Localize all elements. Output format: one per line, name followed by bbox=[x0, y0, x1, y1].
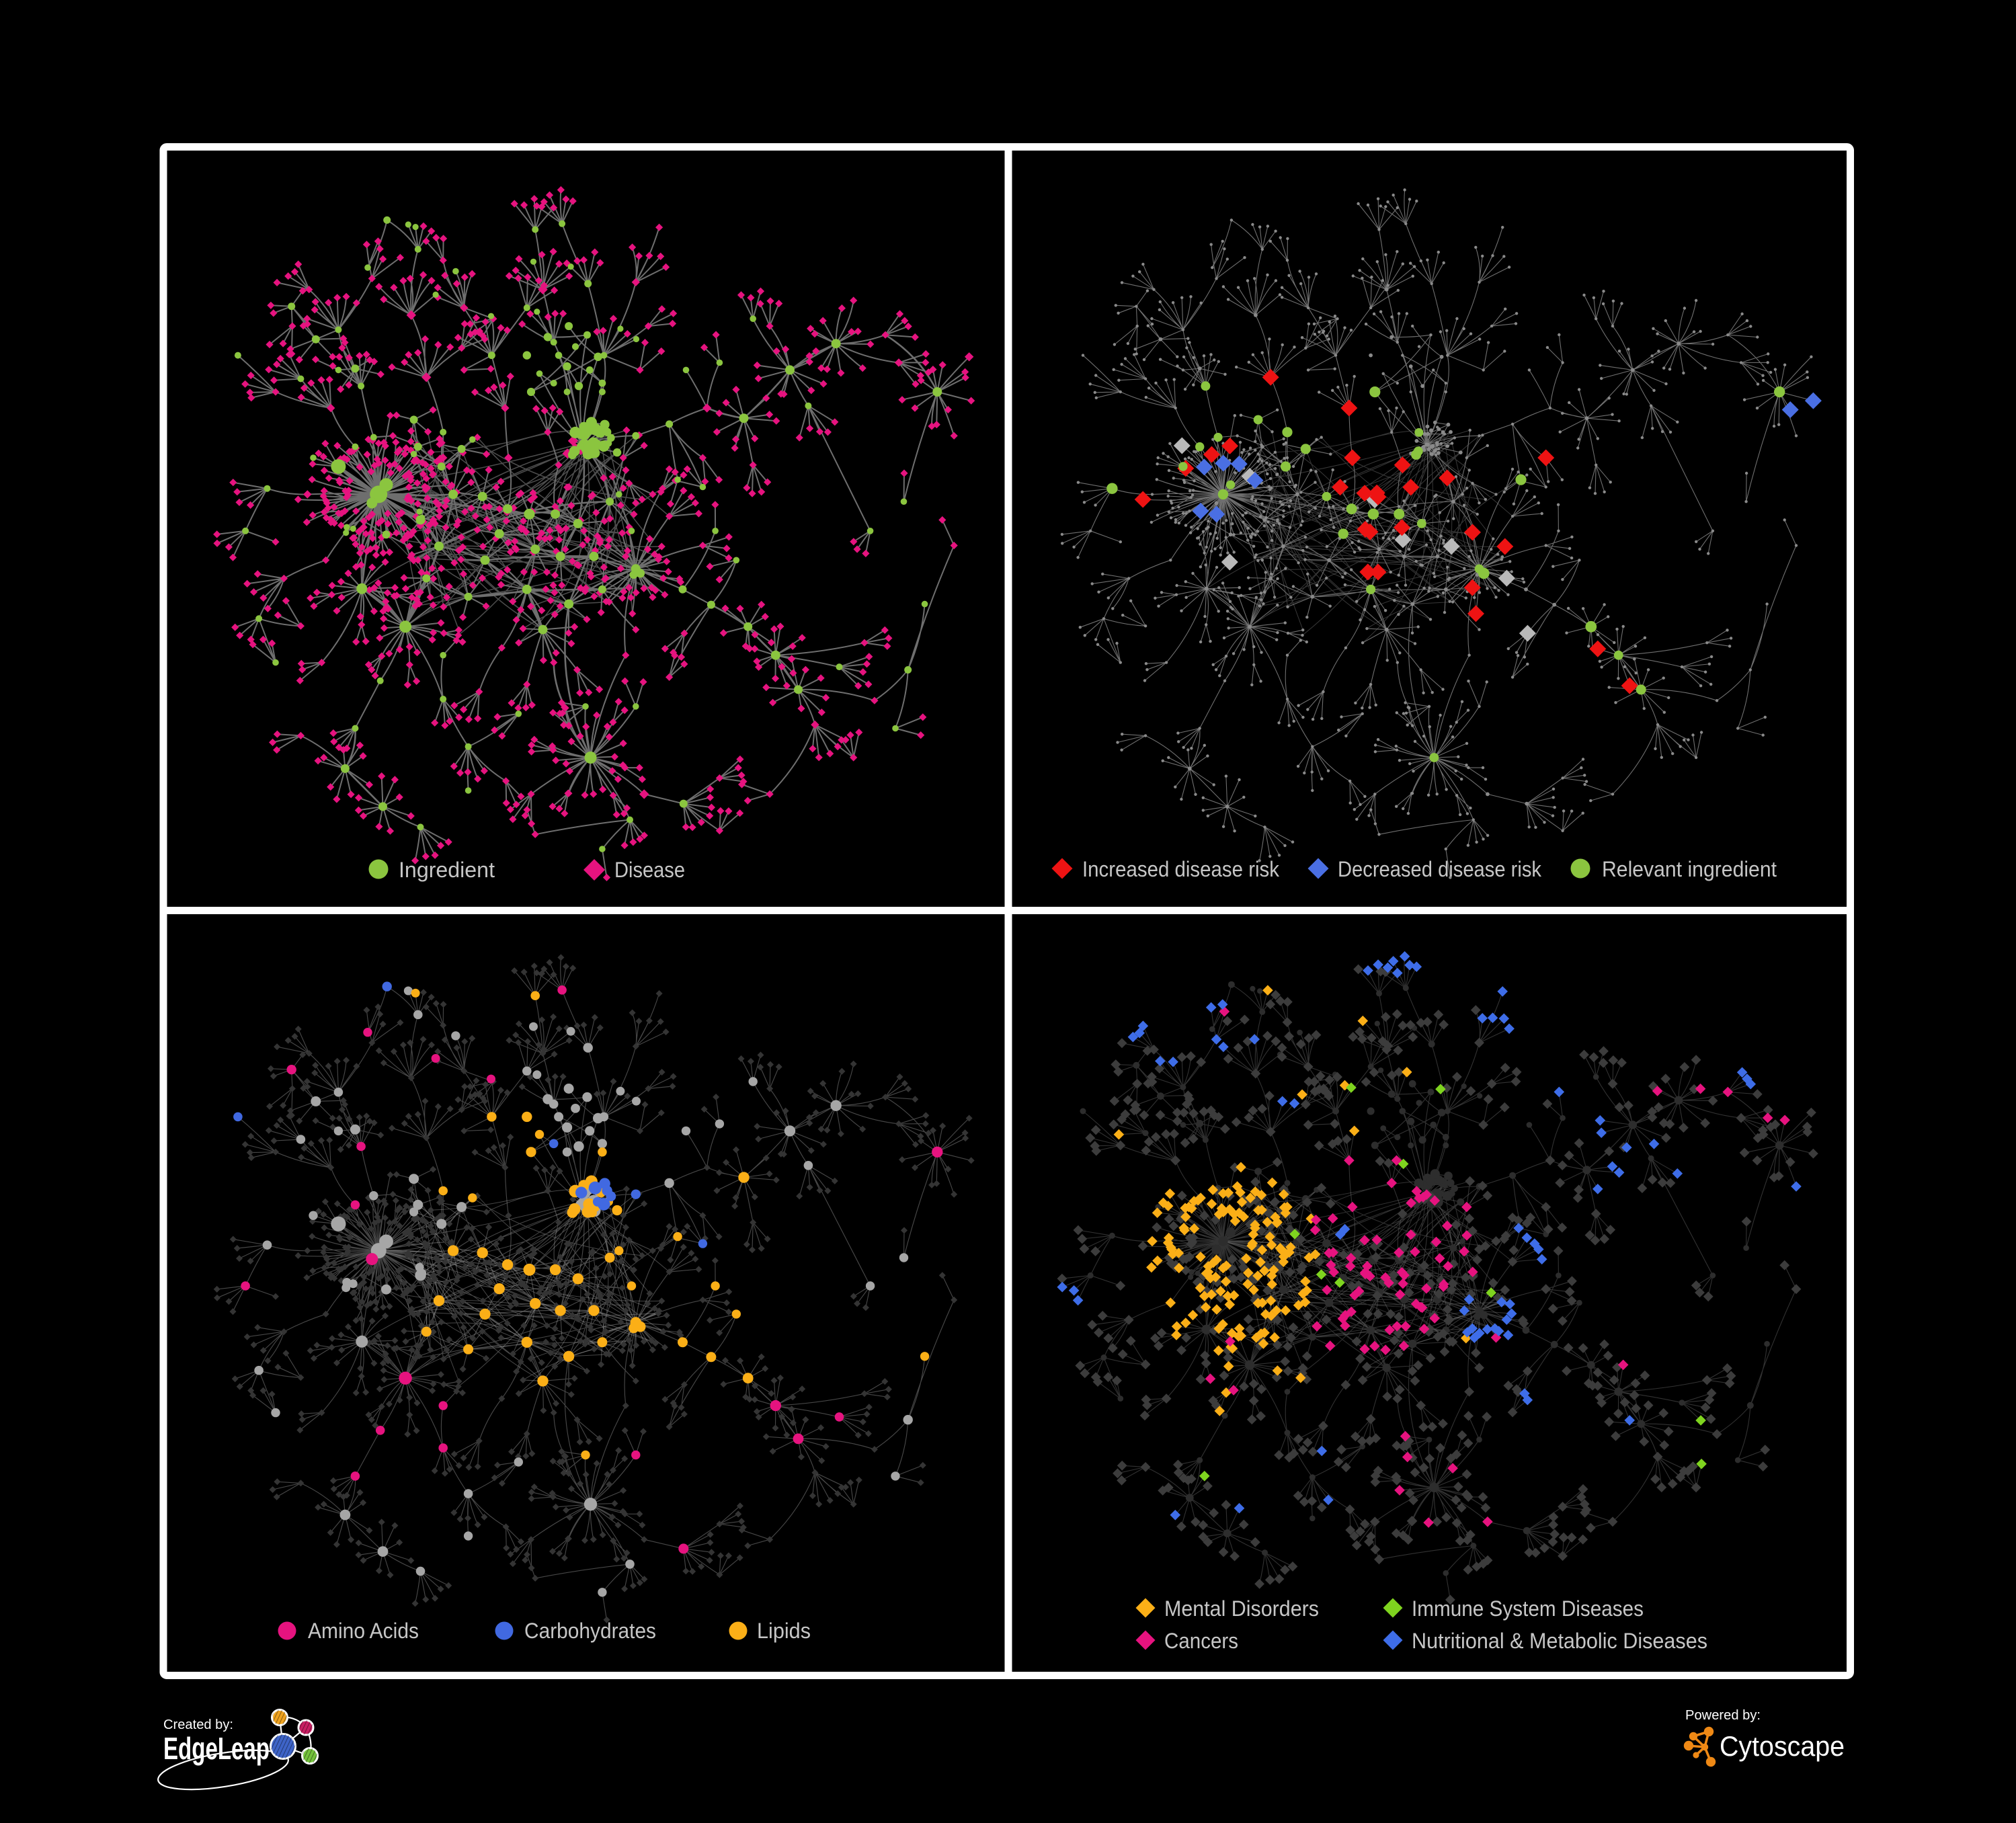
svg-text:Cytoscape: Cytoscape bbox=[1720, 1730, 1845, 1762]
svg-text:Decreased disease risk: Decreased disease risk bbox=[1338, 857, 1542, 881]
svg-text:Ingredient: Ingredient bbox=[399, 858, 495, 882]
svg-text:Lipids: Lipids bbox=[757, 1619, 811, 1643]
svg-text:Immune System Diseases: Immune System Diseases bbox=[1412, 1596, 1644, 1621]
svg-text:Relevant ingredient: Relevant ingredient bbox=[1602, 857, 1777, 881]
svg-text:Nutritional & Metabolic Diseas: Nutritional & Metabolic Diseases bbox=[1412, 1629, 1707, 1653]
svg-text:Mental Disorders: Mental Disorders bbox=[1164, 1596, 1319, 1621]
svg-text:Disease: Disease bbox=[614, 858, 685, 882]
svg-text:Powered by:: Powered by: bbox=[1685, 1708, 1761, 1723]
svg-text:Cancers: Cancers bbox=[1164, 1629, 1238, 1653]
svg-text:EdgeLeap: EdgeLeap bbox=[163, 1731, 270, 1766]
svg-text:Carbohydrates: Carbohydrates bbox=[524, 1619, 656, 1643]
svg-text:Amino Acids: Amino Acids bbox=[308, 1619, 419, 1643]
svg-text:Created by:: Created by: bbox=[163, 1717, 233, 1732]
svg-text:Increased disease risk: Increased disease risk bbox=[1082, 857, 1280, 881]
